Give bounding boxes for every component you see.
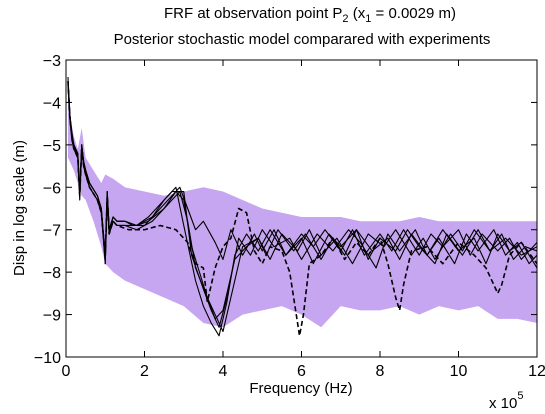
x-axis-label: Frequency (Hz) [249,380,352,397]
x-tick-label: 2 [140,363,149,380]
y-tick-label: −6 [43,180,61,197]
y-tick-label: −8 [43,265,61,282]
y-tick-label: −3 [43,53,61,70]
x-tick-label: 0 [62,363,71,380]
x-tick-label: 12 [528,363,545,380]
x-axis-multiplier: x 105 [489,390,523,412]
x-tick-label: 10 [450,363,468,380]
model-series-line-5 [67,81,537,337]
experiment-series-line [67,81,537,337]
chart-title: FRF at observation point P2 (x1 = 0.0029… [164,5,456,25]
series-layer [67,76,537,337]
confidence-band [67,85,537,328]
x-tick-label: 6 [297,363,306,380]
y-tick-label: −5 [43,138,61,155]
x-tick-label: 4 [219,363,228,380]
x-tick-label: 8 [376,363,385,380]
chart-subtitle: Posterior stochastic model comparared wi… [114,31,491,48]
confidence-band-layer [67,85,537,328]
y-tick-label: −7 [43,223,61,240]
ticks-layer: 0 2 4 6 8 10 12 −3 −4 −5 −6 −7 −8 −9 −10 [34,53,545,380]
y-tick-label: −10 [34,350,61,367]
y-axis-label: Disp in log scale (m) [11,140,28,276]
y-tick-label: −4 [43,95,61,112]
y-tick-label: −9 [43,308,61,325]
